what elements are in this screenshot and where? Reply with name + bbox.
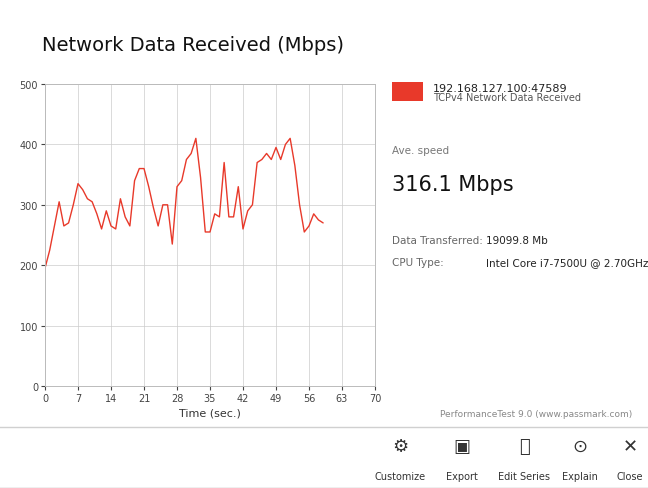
Text: ▣: ▣	[454, 437, 470, 455]
Text: Ave. speed: Ave. speed	[392, 145, 449, 156]
Text: ⊙: ⊙	[572, 437, 588, 455]
Text: PerformanceTest 9.0 (www.passmark.com): PerformanceTest 9.0 (www.passmark.com)	[439, 409, 632, 418]
Text: Customize: Customize	[375, 471, 426, 481]
Text: TCPv4 Network Data Received: TCPv4 Network Data Received	[433, 93, 581, 102]
Text: Export: Export	[446, 471, 478, 481]
Text: Edit Series: Edit Series	[498, 471, 550, 481]
Text: Network Data Received (Mbps): Network Data Received (Mbps)	[41, 36, 343, 55]
Text: Explain: Explain	[562, 471, 598, 481]
Text: Intel Core i7-7500U @ 2.70GHz: Intel Core i7-7500U @ 2.70GHz	[486, 258, 648, 268]
Text: Close: Close	[617, 471, 643, 481]
Text: CPU Type:: CPU Type:	[392, 258, 444, 268]
Text: ✕: ✕	[623, 437, 638, 455]
Text: 19099.8 Mb: 19099.8 Mb	[486, 236, 548, 246]
Text: ✕: ✕	[623, 10, 632, 20]
Text: Data Transferred:: Data Transferred:	[392, 236, 483, 246]
Text: ❑: ❑	[589, 10, 599, 20]
Text: 192.168.127.100:47589: 192.168.127.100:47589	[433, 83, 568, 93]
Text: 📈: 📈	[518, 437, 529, 455]
Text: ⚙: ⚙	[392, 437, 408, 455]
Text: —: —	[555, 10, 566, 20]
Text: 316.1 Mbps: 316.1 Mbps	[392, 175, 514, 195]
X-axis label: Time (sec.): Time (sec.)	[179, 407, 241, 417]
Text: Network Speed Graph: Network Speed Graph	[28, 8, 158, 21]
